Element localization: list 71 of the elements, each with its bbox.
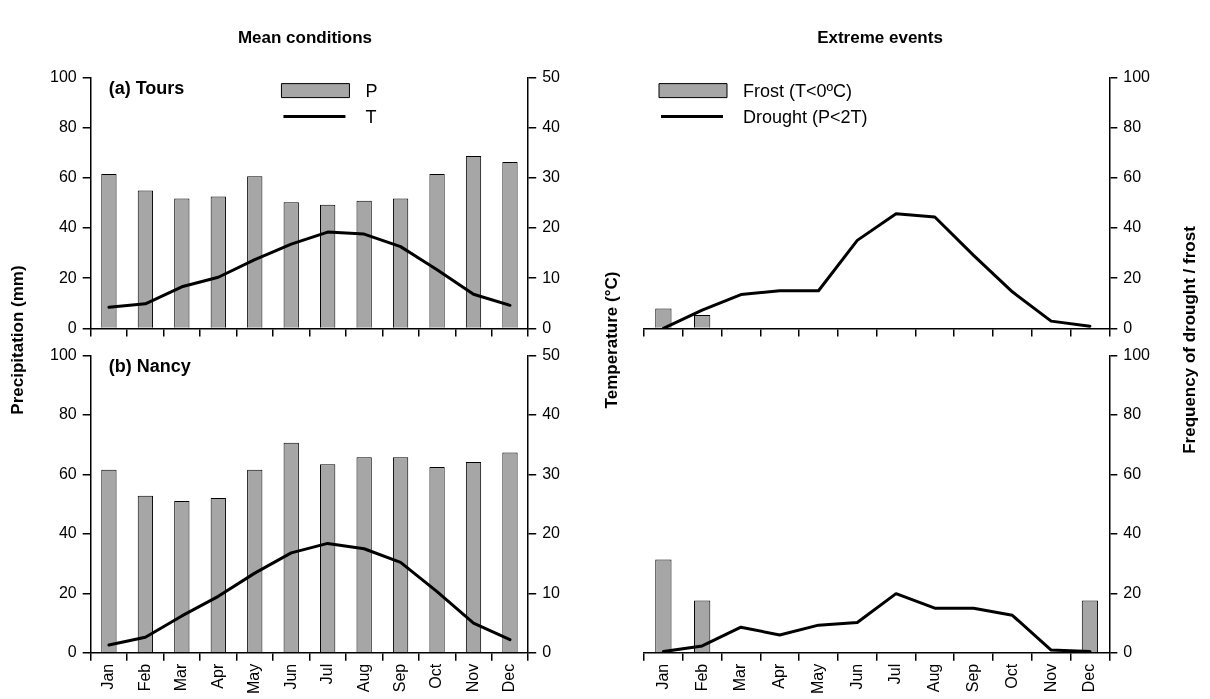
x-tick-label: Oct xyxy=(1002,663,1020,689)
y2-tick-label: 30 xyxy=(542,168,561,186)
x-tick-label: Feb xyxy=(692,663,710,692)
y-axis-title: Precipitation (mm) xyxy=(8,265,28,415)
y2-tick-label: 0 xyxy=(542,643,552,661)
y-tick-label: 100 xyxy=(49,68,77,86)
x-tick-label: Apr xyxy=(770,663,788,689)
x-tick-label: Jan xyxy=(653,663,671,690)
x-tick-label: Jan xyxy=(99,663,117,690)
y2-tick-label: 100 xyxy=(1123,68,1151,86)
x-tick-label: Oct xyxy=(427,663,445,689)
y-tick-label: 80 xyxy=(58,118,77,136)
y2-tick-label: 60 xyxy=(1123,464,1142,482)
x-tick-label: Jul xyxy=(886,663,904,685)
legend-label: Frost (T<0ºC) xyxy=(743,80,853,101)
chart-title: Mean conditions xyxy=(237,28,373,48)
annotation: (a) Tours xyxy=(108,77,185,98)
annotation: (b) Nancy xyxy=(108,355,191,376)
y-tick-label: 0 xyxy=(67,643,77,661)
x-tick-label: Jun xyxy=(281,663,299,690)
x-tick-label: Nov xyxy=(1041,663,1059,693)
y-tick-label: 20 xyxy=(58,268,77,286)
x-tick-label: Jul xyxy=(318,663,336,685)
x-tick-label: Apr xyxy=(208,663,226,689)
y2-tick-label: 60 xyxy=(1123,168,1142,186)
y2-tick-label: 50 xyxy=(542,346,561,364)
y2-tick-label: 40 xyxy=(542,118,561,136)
y2-tick-label: 40 xyxy=(542,405,561,423)
y2-tick-label: 0 xyxy=(1123,318,1133,336)
x-tick-label: Nov xyxy=(463,663,481,693)
x-tick-label: Aug xyxy=(354,663,372,693)
x-tick-label: Mar xyxy=(172,663,190,692)
y2-axis-title: Frequency of drought / frost xyxy=(1180,226,1200,454)
x-tick-label: Sep xyxy=(964,663,981,693)
y2-tick-label: 20 xyxy=(542,524,561,542)
y-tick-label: 100 xyxy=(49,346,77,364)
chart-title: Extreme events xyxy=(817,28,943,48)
y-tick-label: 0 xyxy=(67,318,77,336)
y2-axis-title: Temperature (°C) xyxy=(602,271,622,409)
legend-label: Drought (P<2T) xyxy=(743,106,868,127)
y2-tick-label: 20 xyxy=(1123,583,1142,601)
y2-tick-label: 40 xyxy=(1123,524,1142,542)
y2-tick-label: 80 xyxy=(1123,405,1142,423)
legend-label: T xyxy=(365,106,377,127)
y-tick-label: 60 xyxy=(58,464,77,482)
y2-tick-label: 30 xyxy=(542,464,561,482)
y2-tick-label: 40 xyxy=(1123,218,1142,236)
y2-tick-label: 100 xyxy=(1123,346,1151,364)
y2-tick-label: 0 xyxy=(542,318,552,336)
x-tick-label: Sep xyxy=(391,663,408,693)
x-tick-label: Dec xyxy=(1080,663,1098,693)
y-tick-label: 40 xyxy=(58,524,77,542)
y2-tick-label: 20 xyxy=(1123,268,1142,286)
x-tick-label: Mar xyxy=(731,663,749,692)
x-tick-label: Dec xyxy=(500,663,518,693)
y2-tick-label: 0 xyxy=(1123,643,1133,661)
x-tick-label: Jun xyxy=(847,663,865,690)
y-tick-label: 60 xyxy=(58,168,77,186)
y-tick-label: 40 xyxy=(58,218,77,236)
y2-tick-label: 10 xyxy=(542,268,561,286)
y2-tick-label: 10 xyxy=(542,583,561,601)
y2-tick-label: 80 xyxy=(1123,118,1142,136)
x-tick-label: May xyxy=(245,663,263,695)
x-tick-label: May xyxy=(808,663,826,695)
y2-tick-label: 50 xyxy=(542,68,561,86)
y2-tick-label: 20 xyxy=(542,218,561,236)
x-tick-label: Aug xyxy=(925,663,943,693)
y-tick-label: 80 xyxy=(58,405,77,423)
x-tick-label: Feb xyxy=(135,663,153,692)
legend-label: P xyxy=(365,80,378,101)
y-tick-label: 20 xyxy=(58,583,77,601)
